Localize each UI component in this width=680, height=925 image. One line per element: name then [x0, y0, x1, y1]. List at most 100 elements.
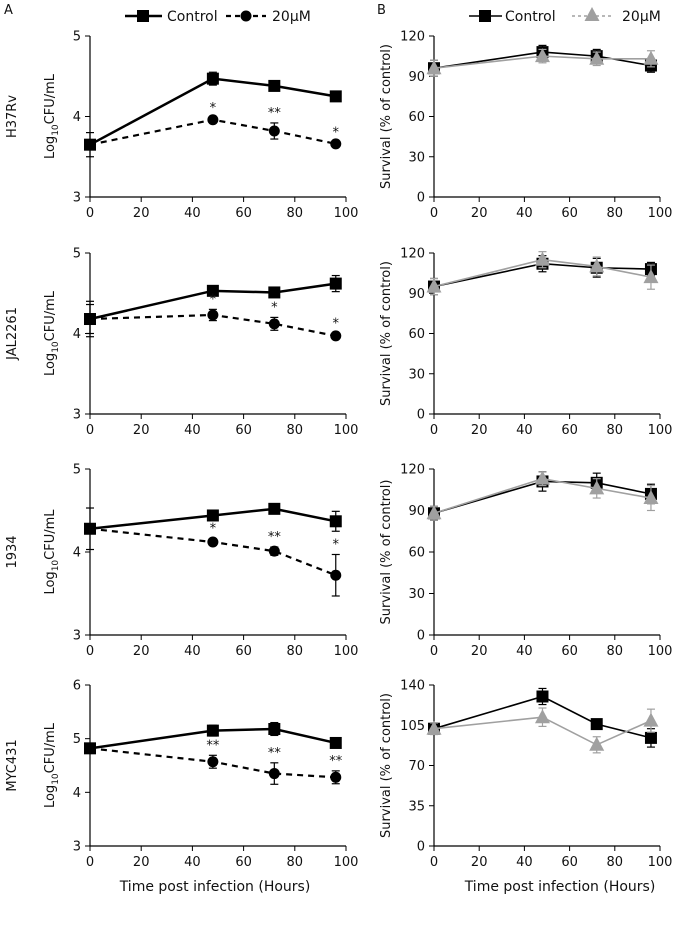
- y-tick-label: 5: [73, 732, 81, 747]
- strain-label: 1934: [5, 535, 20, 568]
- significance-marker: **: [329, 754, 343, 769]
- series-treated: [426, 251, 659, 296]
- x-tick-label: 0: [86, 644, 94, 659]
- data-point: [84, 523, 96, 535]
- x-tick-label: 40: [516, 423, 533, 438]
- x-tick-label: 60: [561, 423, 578, 438]
- y-axis-label: Survival (% of control): [379, 480, 394, 625]
- y-tick-label: 5: [73, 463, 81, 478]
- plot-B-H37Rv: 0 30 60 90 120 0 20 40 60 80 100 Survival (% of con…: [379, 30, 672, 222]
- data-point: [206, 72, 219, 85]
- x-tick-label: 20: [133, 423, 150, 438]
- x-tick-label: 100: [334, 855, 359, 870]
- data-point: [268, 318, 280, 330]
- data-point: [426, 720, 442, 735]
- significance-marker: *: [210, 522, 217, 537]
- series-control: [84, 721, 342, 755]
- x-tick-label: 100: [648, 644, 673, 659]
- data-point: [534, 251, 550, 266]
- data-point: [426, 505, 442, 520]
- x-tick-label: 100: [648, 855, 673, 870]
- x-tick-label: 20: [133, 206, 150, 221]
- data-point: [329, 736, 342, 749]
- y-tick-label: 35: [408, 799, 425, 814]
- series-treated: [426, 48, 659, 77]
- significance-marker: *: [271, 300, 278, 315]
- x-tick-label: 80: [607, 855, 624, 870]
- strain-label: JAL2261: [5, 307, 20, 361]
- data-point: [426, 60, 442, 75]
- legend-treated-label: 20μM: [272, 9, 311, 25]
- significance-marker: *: [210, 292, 217, 307]
- y-tick-label: 4: [73, 110, 81, 125]
- y-tick-label: 120: [400, 463, 425, 478]
- x-tick-label: 100: [334, 206, 359, 221]
- y-tick-label: 0: [417, 191, 425, 206]
- series-line: [433, 477, 652, 515]
- series-line: [89, 747, 336, 779]
- y-tick-label: 90: [408, 70, 425, 85]
- x-tick-label: 20: [471, 644, 488, 659]
- y-tick-label: 3: [73, 840, 81, 855]
- significance-marker: **: [268, 746, 282, 761]
- y-tick-label: 60: [408, 327, 425, 342]
- data-point: [268, 545, 280, 557]
- y-axis-label: Log10CFU/mL: [43, 509, 61, 595]
- y-tick-label: 0: [417, 629, 425, 644]
- x-tick-label: 0: [430, 644, 438, 659]
- significance-marker: *: [333, 317, 340, 332]
- data-point: [330, 138, 342, 150]
- x-tick-label: 40: [184, 206, 201, 221]
- y-tick-label: 0: [417, 408, 425, 423]
- plot-B-MYC431: 0 35 70 105 140 0 20 40 60 80 100 Survival (% of co…: [379, 679, 672, 871]
- strain-label: H37Rv: [5, 95, 20, 138]
- y-axis-label: Log10CFU/mL: [43, 290, 61, 376]
- y-tick-label: 60: [408, 546, 425, 561]
- x-tick-label: 0: [430, 855, 438, 870]
- y-tick-label: 90: [408, 504, 425, 519]
- data-point: [534, 48, 550, 63]
- data-point: [329, 90, 342, 103]
- y-tick-label: 6: [73, 679, 81, 694]
- data-point: [643, 712, 659, 727]
- data-point: [207, 309, 219, 321]
- x-tick-label: 20: [471, 423, 488, 438]
- data-point: [329, 515, 342, 528]
- y-tick-label: 30: [408, 587, 425, 602]
- series-treated: [426, 470, 659, 521]
- x-tick-label: 20: [471, 206, 488, 221]
- data-point: [268, 125, 280, 137]
- x-tick-label: 60: [235, 206, 252, 221]
- legend-control-marker: [479, 10, 491, 22]
- x-tick-label: 60: [235, 855, 252, 870]
- x-tick-label: 0: [86, 423, 94, 438]
- series-line: [89, 118, 336, 146]
- series-line: [433, 51, 652, 69]
- y-tick-label: 70: [408, 759, 425, 774]
- panel-label-b: B: [377, 3, 386, 18]
- y-tick-label: 90: [408, 287, 425, 302]
- x-axis-title-b: Time post infection (Hours): [464, 879, 656, 895]
- significance-marker: **: [206, 738, 220, 753]
- legend-control-label: Control: [167, 9, 218, 25]
- x-tick-label: 60: [235, 423, 252, 438]
- significance-marker: *: [333, 125, 340, 140]
- x-tick-label: 20: [133, 644, 150, 659]
- y-axis-label: Survival (% of control): [379, 44, 394, 189]
- series-line: [89, 727, 337, 750]
- data-point: [644, 731, 657, 744]
- data-point: [329, 277, 342, 290]
- series-line: [433, 695, 652, 739]
- data-point: [207, 536, 219, 548]
- data-point: [589, 480, 605, 495]
- x-tick-label: 100: [334, 644, 359, 659]
- data-point: [268, 768, 280, 780]
- data-point: [330, 330, 342, 342]
- data-point: [534, 470, 550, 485]
- data-point: [206, 284, 219, 297]
- y-tick-label: 30: [408, 367, 425, 382]
- data-point: [589, 736, 605, 751]
